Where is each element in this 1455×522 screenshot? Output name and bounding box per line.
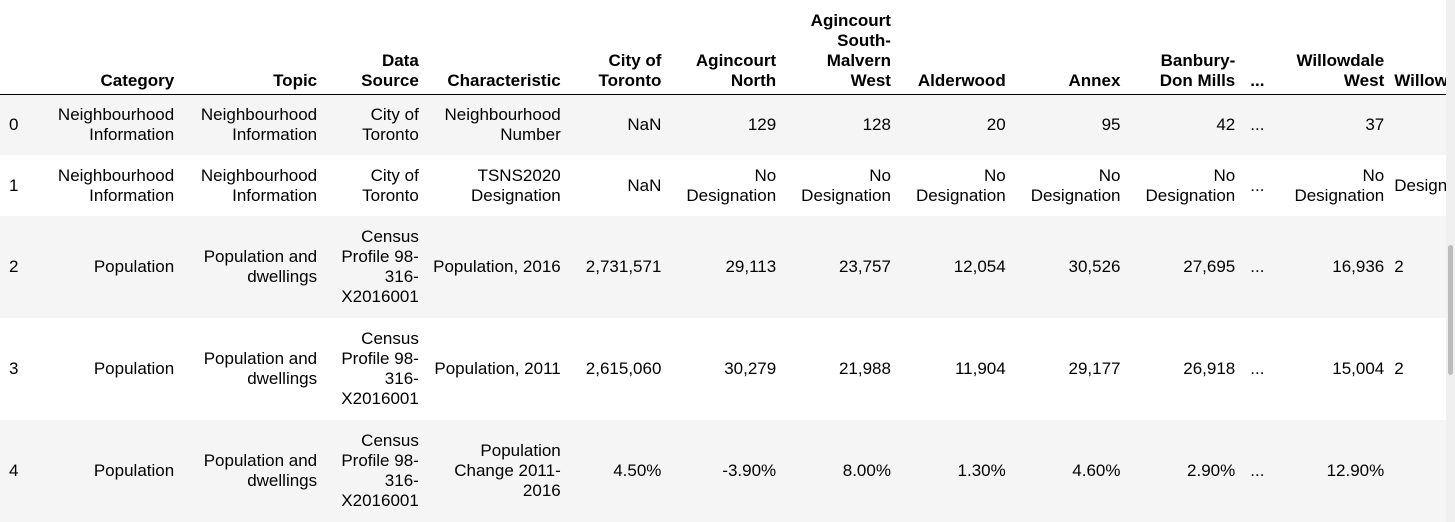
cell-ellipsis: ...: [1250, 175, 1265, 195]
table-row: 1 Neighbourhood Information Neighbourhoo…: [0, 155, 1446, 216]
column-header-category: Category: [100, 70, 175, 90]
table-row: 0 Neighbourhood Information Neighbourhoo…: [0, 94, 1446, 155]
row-index: 3: [9, 359, 19, 378]
cell-category: Population: [93, 461, 175, 480]
column-header-characteristic: Characteristic: [447, 70, 561, 90]
cell-data-source: City of Toronto: [362, 165, 419, 205]
cell-city-of-toronto: NaN: [627, 114, 662, 134]
cell-ellipsis: ...: [1250, 114, 1265, 134]
index-header: [0, 0, 36, 94]
cell-banbury-don-mills: 2.90%: [1187, 461, 1236, 480]
cell-willowdale-martingrove-richview: Designation: [1394, 175, 1446, 195]
column-header-alderwood: Alderwood: [917, 70, 1006, 90]
row-index: 0: [9, 114, 19, 134]
cell-data-source: Census Profile 98-316-X2016001: [341, 329, 419, 408]
cell-agincourt-north: 30,279: [724, 359, 777, 378]
column-header-topic: Topic: [273, 70, 318, 90]
cell-annex: 29,177: [1068, 359, 1121, 378]
cell-characteristic: Population, 2016: [433, 257, 561, 276]
cell-city-of-toronto: 4.50%: [613, 461, 662, 480]
cell-ellipsis: ...: [1250, 461, 1265, 480]
cell-annex: 30,526: [1068, 257, 1121, 276]
cell-data-source: Census Profile 98-316-X2016001: [341, 431, 419, 510]
row-index: 2: [9, 257, 19, 276]
cell-topic: Neighbourhood Information: [200, 165, 318, 205]
cell-banbury-don-mills: 26,918: [1183, 359, 1236, 378]
cell-willowdale-martingrove-richview: [1389, 420, 1446, 522]
column-header-ellipsis: ...: [1250, 70, 1265, 90]
cell-willowdale-west: 12.90%: [1326, 461, 1385, 480]
cell-category: Neighbourhood Information: [57, 165, 175, 205]
cell-willowdale-west: No Designation: [1294, 165, 1385, 205]
cell-willowdale-west: 16,936: [1332, 257, 1385, 276]
cell-agincourt-south-malvern-west: 23,757: [838, 257, 891, 276]
cell-agincourt-south-malvern-west: No Designation: [801, 165, 891, 205]
scrollbar-thumb[interactable]: [1448, 245, 1453, 375]
cell-agincourt-north: 29,113: [725, 257, 777, 276]
cell-ellipsis: ...: [1250, 359, 1265, 378]
header-row: Category Topic Data Source Characteristi…: [0, 0, 1446, 94]
column-header-data-source: Data Source: [361, 50, 419, 90]
cell-characteristic: Population, 2011: [434, 359, 561, 378]
vertical-scrollbar[interactable]: [1446, 0, 1455, 522]
cell-agincourt-south-malvern-west: 128: [862, 114, 891, 134]
cell-agincourt-north: 129: [747, 114, 777, 134]
cell-alderwood: 12,054: [953, 257, 1006, 276]
cell-willowdale-martingrove-richview: [1389, 94, 1446, 155]
cell-city-of-toronto: 2,731,571: [585, 257, 662, 276]
column-header-willowdale-martingrove-richview: Willowdale-Martingrove Richview: [1394, 70, 1446, 90]
cell-alderwood: 11,904: [954, 359, 1006, 378]
table-row: 3 Population Population and dwellings Ce…: [0, 318, 1446, 420]
cell-city-of-toronto: NaN: [627, 175, 662, 195]
cell-ellipsis: ...: [1250, 257, 1265, 276]
cell-annex: No Designation: [1030, 165, 1121, 205]
table-row: 2 Population Population and dwellings Ce…: [0, 216, 1446, 318]
column-header-agincourt-north: Agincourt North: [695, 50, 777, 90]
cell-topic: Population and dwellings: [203, 247, 318, 286]
cell-topic: Population and dwellings: [203, 451, 318, 490]
cell-annex: 95: [1101, 114, 1121, 134]
cell-willowdale-martingrove-richview: 2: [1394, 359, 1404, 378]
cell-agincourt-south-malvern-west: 8.00%: [842, 461, 891, 480]
cell-banbury-don-mills: No Designation: [1145, 165, 1236, 205]
cell-agincourt-north: -3.90%: [722, 461, 777, 480]
cell-banbury-don-mills: 27,695: [1183, 257, 1236, 276]
cell-data-source: City of Toronto: [362, 104, 419, 144]
cell-banbury-don-mills: 42: [1216, 114, 1236, 134]
column-header-willowdale-west: Willowdale West: [1296, 50, 1385, 90]
table-row: 4 Population Population and dwellings Ce…: [0, 420, 1446, 522]
cell-annex: 4.60%: [1072, 461, 1121, 480]
cell-alderwood: 20: [986, 114, 1006, 134]
cell-characteristic: Neighbourhood Number: [444, 104, 561, 144]
cell-willowdale-martingrove-richview: 2: [1394, 257, 1404, 276]
cell-topic: Population and dwellings: [203, 349, 318, 388]
cell-city-of-toronto: 2,615,060: [585, 359, 662, 378]
cell-characteristic: TSNS2020 Designation: [470, 165, 561, 205]
cell-alderwood: No Designation: [915, 165, 1006, 205]
cell-characteristic: Population Change 2011-2016: [454, 441, 561, 500]
row-index: 4: [9, 461, 19, 480]
cell-alderwood: 1.30%: [957, 461, 1006, 480]
cell-category: Population: [93, 257, 175, 276]
column-header-city-of-toronto: City of Toronto: [598, 50, 662, 90]
cell-agincourt-south-malvern-west: 21,988: [838, 359, 891, 378]
column-header-agincourt-south-malvern-west: Agincourt South-Malvern West: [810, 10, 891, 90]
cell-willowdale-west: 37: [1365, 114, 1385, 134]
cell-topic: Neighbourhood Information: [200, 104, 318, 144]
cell-category: Neighbourhood Information: [57, 104, 175, 144]
row-index: 1: [9, 175, 19, 195]
cell-agincourt-north: No Designation: [686, 165, 777, 205]
cell-data-source: Census Profile 98-316-X2016001: [341, 227, 419, 306]
cell-willowdale-west: 15,004: [1332, 359, 1385, 378]
column-header-banbury-don-mills: Banbury-Don Mills: [1159, 50, 1236, 90]
column-header-annex: Annex: [1068, 70, 1121, 90]
cell-category: Population: [93, 359, 175, 378]
